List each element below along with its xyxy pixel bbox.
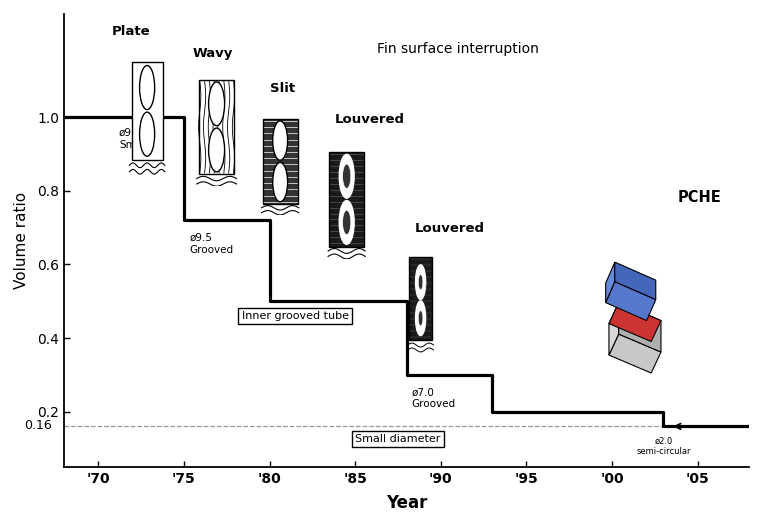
Circle shape bbox=[340, 155, 354, 198]
Circle shape bbox=[272, 121, 288, 160]
Text: Fin surface interruption: Fin surface interruption bbox=[377, 42, 539, 56]
Polygon shape bbox=[609, 334, 661, 373]
Circle shape bbox=[272, 163, 288, 202]
Text: PCHE: PCHE bbox=[678, 190, 721, 206]
Circle shape bbox=[208, 128, 224, 172]
Circle shape bbox=[208, 82, 224, 126]
Text: ø9.5
Smooth: ø9.5 Smooth bbox=[119, 128, 159, 150]
Circle shape bbox=[140, 112, 155, 156]
Text: ø7.0
Grooved: ø7.0 Grooved bbox=[412, 388, 456, 409]
Polygon shape bbox=[606, 262, 615, 302]
Polygon shape bbox=[606, 281, 655, 320]
Circle shape bbox=[418, 275, 423, 290]
Polygon shape bbox=[615, 262, 655, 300]
Circle shape bbox=[415, 265, 426, 300]
Text: Slit: Slit bbox=[269, 82, 295, 95]
Bar bbox=[131, 62, 163, 160]
Bar bbox=[262, 119, 298, 204]
Bar bbox=[409, 257, 432, 340]
Text: Louvered: Louvered bbox=[335, 113, 404, 126]
Circle shape bbox=[418, 310, 423, 326]
Text: Inner grooved tube: Inner grooved tube bbox=[242, 311, 349, 321]
Polygon shape bbox=[619, 302, 661, 352]
X-axis label: Year: Year bbox=[386, 494, 427, 512]
Text: ø2.0
semi-circular: ø2.0 semi-circular bbox=[636, 437, 691, 456]
Text: Wavy: Wavy bbox=[192, 47, 233, 60]
Circle shape bbox=[140, 66, 155, 109]
Text: Small diameter: Small diameter bbox=[356, 434, 441, 444]
Circle shape bbox=[340, 200, 354, 244]
Y-axis label: Volume ratio: Volume ratio bbox=[14, 192, 29, 289]
Bar bbox=[330, 152, 364, 247]
Text: Plate: Plate bbox=[112, 25, 150, 38]
Text: 0.16: 0.16 bbox=[24, 419, 52, 432]
Bar bbox=[199, 79, 234, 174]
Polygon shape bbox=[609, 302, 619, 355]
Text: Louvered: Louvered bbox=[415, 222, 485, 235]
Circle shape bbox=[343, 210, 351, 235]
Circle shape bbox=[415, 301, 426, 336]
Polygon shape bbox=[609, 302, 661, 341]
Text: ø9.5
Grooved: ø9.5 Grooved bbox=[189, 233, 233, 255]
Circle shape bbox=[343, 164, 351, 188]
